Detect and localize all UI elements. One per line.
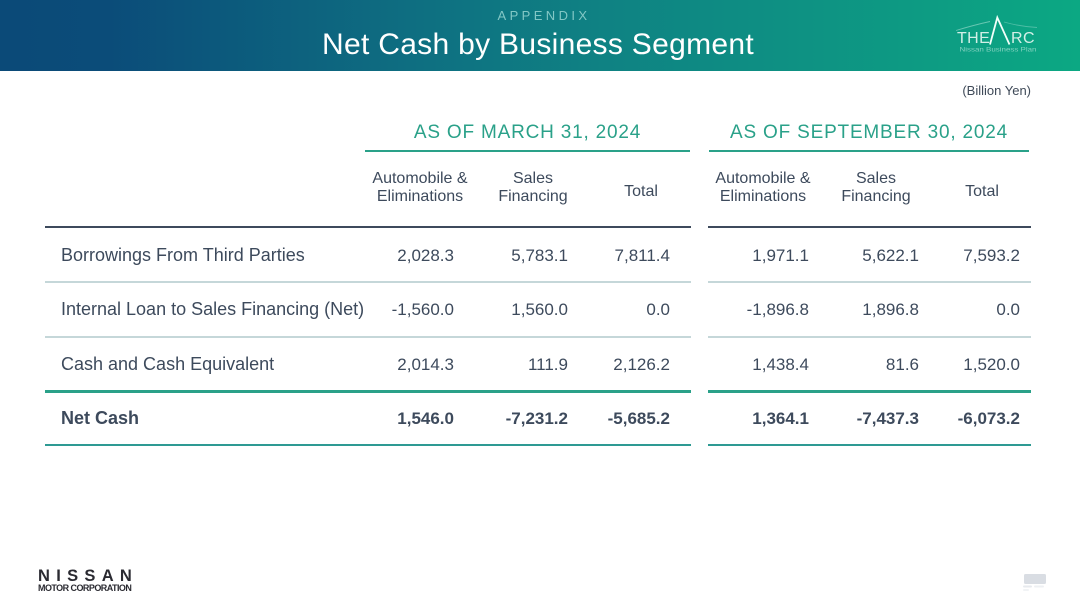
svg-text:Nissan Business Plan: Nissan Business Plan [960, 47, 1037, 54]
svg-text:THE: THE [957, 30, 990, 47]
svg-text:RC: RC [1011, 30, 1035, 47]
